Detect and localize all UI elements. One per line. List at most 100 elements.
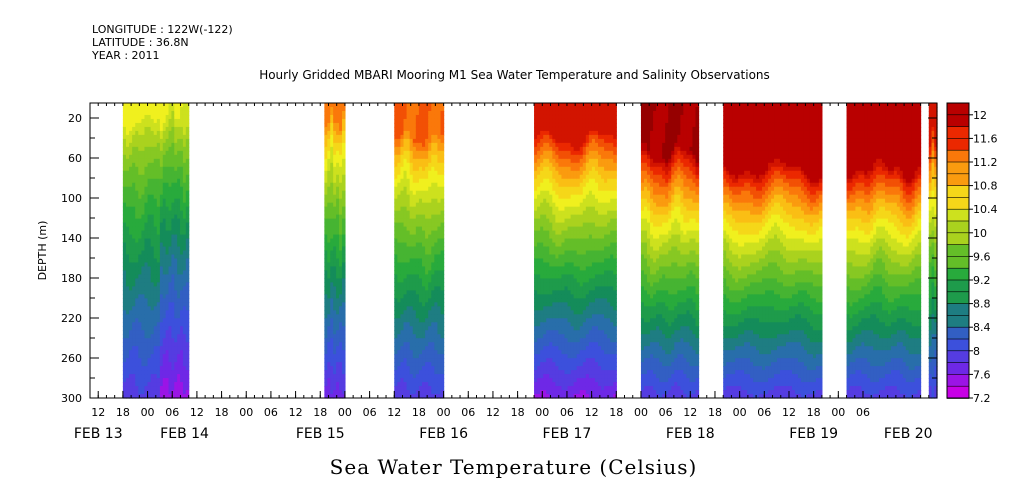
data-cell [180, 338, 184, 343]
data-cell [327, 238, 331, 244]
data-cell [588, 114, 593, 120]
data-cell [540, 198, 544, 204]
data-cell [546, 330, 550, 335]
data-cell [153, 154, 158, 160]
data-cell [141, 318, 146, 323]
data-cell [394, 366, 398, 371]
data-cell [150, 358, 155, 363]
data-cell [540, 294, 544, 299]
data-cell [425, 338, 429, 343]
data-cell [543, 114, 547, 120]
data-cell [339, 354, 343, 359]
data-cell [564, 174, 569, 180]
data-cell [339, 222, 343, 228]
data-cell [570, 134, 575, 140]
data-cell [132, 210, 136, 216]
data-cell [428, 106, 432, 112]
data-cell [425, 298, 429, 303]
data-cell [555, 294, 560, 299]
data-cell [171, 142, 175, 148]
data-cell [546, 314, 550, 319]
data-cell [162, 318, 167, 323]
data-cell [185, 362, 190, 367]
data-cell [150, 298, 155, 303]
data-cell [147, 342, 152, 347]
data-cell [336, 106, 340, 112]
data-cell [428, 126, 432, 132]
data-cell [324, 362, 328, 367]
data-cell [174, 238, 178, 244]
data-cell [440, 118, 445, 124]
data-cell [159, 346, 164, 351]
data-cell [141, 286, 146, 291]
data-cell [549, 378, 553, 383]
data-cell [122, 342, 127, 347]
data-cell [397, 234, 402, 240]
data-cell [153, 278, 158, 283]
data-cell [122, 158, 127, 164]
data-cell [415, 214, 420, 220]
data-cell [428, 186, 432, 192]
data-cell [129, 290, 133, 295]
data-cell [540, 118, 544, 124]
data-cell [324, 258, 328, 264]
data-cell [180, 186, 184, 192]
data-cell [403, 186, 408, 192]
data-cell [156, 390, 161, 395]
data-cell [440, 210, 445, 216]
data-cell [434, 150, 439, 156]
data-cell [546, 150, 550, 156]
data-cell [141, 374, 146, 379]
data-cell [434, 230, 439, 236]
data-cell [552, 366, 556, 371]
data-cell [138, 198, 142, 204]
data-cell [588, 138, 593, 144]
data-cell [144, 330, 149, 335]
data-cell [150, 262, 155, 268]
data-cell [543, 298, 547, 303]
data-cell [425, 154, 429, 160]
data-cell [180, 382, 184, 387]
data-cell [540, 354, 544, 359]
data-cell [552, 278, 556, 283]
data-cell [180, 142, 184, 148]
data-cell [180, 218, 184, 224]
data-cell [570, 154, 575, 160]
data-cell [168, 210, 173, 216]
data-cell [567, 274, 572, 280]
data-cell [440, 150, 445, 156]
data-cell [165, 158, 170, 164]
data-cell [165, 350, 170, 355]
data-cell [537, 266, 541, 272]
data-cell [129, 202, 133, 208]
data-cell [558, 294, 563, 299]
data-cell [150, 222, 155, 228]
data-cell [324, 146, 328, 152]
data-cell [147, 114, 152, 120]
data-cell [135, 394, 139, 399]
data-cell [558, 370, 563, 375]
data-cell [403, 214, 408, 220]
data-cell [144, 326, 149, 331]
data-cell [141, 342, 146, 347]
data-cell [327, 110, 331, 116]
data-cell [570, 358, 575, 363]
data-cell [437, 214, 442, 220]
data-cell [564, 106, 569, 112]
data-cell [144, 362, 149, 367]
data-cell [573, 374, 578, 379]
data-cell [341, 258, 346, 264]
data-cell [333, 234, 337, 240]
data-cell [428, 366, 432, 371]
data-cell [159, 270, 164, 276]
data-cell [549, 266, 553, 272]
data-cell [125, 350, 130, 355]
data-cell [171, 110, 175, 116]
data-cell [162, 374, 167, 379]
data-cell [558, 202, 563, 208]
data-cell [579, 210, 584, 216]
data-cell [552, 326, 556, 331]
data-cell [558, 162, 563, 168]
data-cell [582, 302, 587, 307]
data-cell [324, 138, 328, 144]
